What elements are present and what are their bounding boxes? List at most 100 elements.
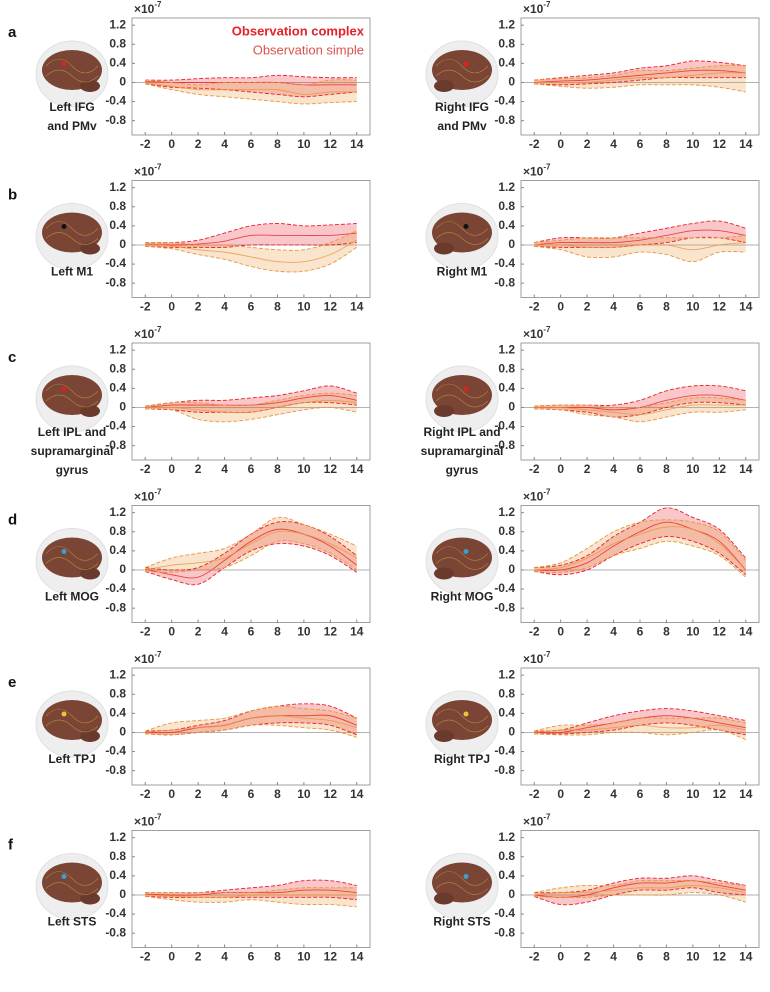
- y-tick-label: 0.8: [109, 199, 126, 213]
- y-tick-label: 0.8: [498, 199, 515, 213]
- x-tick-label: 14: [350, 462, 364, 476]
- cerebellum: [434, 730, 454, 742]
- y-tick-label: 0.8: [498, 361, 515, 375]
- x-tick-label: 2: [584, 787, 591, 801]
- y-tick-label: 0: [508, 75, 515, 89]
- y-tick-label: -0.8: [494, 438, 515, 452]
- brain: [432, 700, 492, 740]
- x-tick-label: 0: [557, 462, 564, 476]
- y-tick-label: -0.8: [105, 925, 126, 939]
- band-edge: [534, 536, 747, 576]
- brain: [432, 537, 492, 578]
- x-tick-label: 14: [350, 300, 364, 314]
- x-tick-label: 12: [713, 787, 727, 801]
- x-tick-label: 14: [350, 950, 364, 964]
- x-tick-label: 6: [248, 137, 255, 151]
- confidence-band: [145, 393, 357, 422]
- multiplier-exponent: -7: [154, 163, 162, 172]
- region-label: Left TPJ: [48, 752, 95, 766]
- x-tick-label: 0: [557, 787, 564, 801]
- x-tick-label: 6: [248, 950, 255, 964]
- x-tick-label: 4: [610, 625, 617, 639]
- y-tick-label: 0.4: [498, 381, 515, 395]
- brain-mesh: [45, 221, 99, 245]
- confidence-band: [534, 397, 746, 422]
- x-tick-label: 8: [663, 462, 670, 476]
- x-tick-label: 6: [248, 462, 255, 476]
- brain: [42, 537, 102, 578]
- y-tick-label: 1.2: [109, 505, 126, 519]
- x-tick-label: 2: [195, 137, 202, 151]
- y-tick-label: -0.4: [494, 256, 515, 270]
- multiplier-base: ×10: [134, 165, 155, 179]
- roi-marker: [61, 61, 67, 67]
- band-edge: [534, 708, 746, 732]
- confidence-band: [145, 79, 357, 104]
- x-tick-label: 10: [297, 625, 311, 639]
- x-tick-label: -2: [529, 787, 540, 801]
- x-tick-label: 14: [350, 787, 364, 801]
- y-tick-label: 0.4: [498, 218, 515, 232]
- x-tick-label: 10: [297, 462, 311, 476]
- y-multiplier: ×10-7: [134, 488, 162, 504]
- brain: [42, 862, 102, 903]
- plot-content: [132, 223, 370, 273]
- cerebellum: [434, 567, 454, 580]
- y-tick-label: 0: [119, 887, 126, 901]
- multiplier-base: ×10: [523, 652, 544, 666]
- mean-line: [534, 72, 746, 84]
- y-tick-label: 0.8: [498, 686, 515, 700]
- plot-area: [131, 667, 371, 786]
- cerebellum: [80, 80, 100, 92]
- brain-mesh: [435, 708, 489, 733]
- roi-marker: [61, 874, 67, 879]
- multiplier-exponent: -7: [543, 163, 551, 172]
- band-edge: [534, 540, 747, 578]
- roi-marker: [61, 549, 67, 554]
- mean-line: [534, 229, 746, 246]
- plot-content: [521, 220, 759, 263]
- roi-marker: [61, 224, 67, 229]
- x-tick-label: -2: [140, 625, 151, 639]
- x-tick-label: 4: [610, 300, 617, 314]
- band-edge: [145, 705, 357, 732]
- region-label: Left STS: [48, 915, 97, 929]
- multiplier-exponent: -7: [154, 650, 162, 659]
- y-tick-label: 0.8: [109, 849, 126, 863]
- panel-letter: c: [8, 349, 16, 366]
- y-multiplier: ×10-7: [134, 163, 162, 179]
- band-edge: [534, 729, 746, 741]
- y-tick-label: -0.4: [105, 581, 126, 595]
- roi-marker: [61, 386, 67, 392]
- cerebellum: [80, 242, 100, 255]
- y-tick-label: -0.8: [494, 113, 515, 127]
- band-edge: [534, 234, 746, 244]
- mean-line: [534, 242, 746, 251]
- region-label: Left MOG: [45, 590, 99, 604]
- band-edge: [145, 245, 358, 273]
- brain-mesh: [435, 383, 489, 408]
- y-tick-label: 0.4: [109, 56, 126, 70]
- cerebellum: [434, 80, 454, 92]
- x-tick-label: 4: [610, 950, 617, 964]
- x-tick-label: 2: [584, 300, 591, 314]
- mean-line: [534, 69, 746, 83]
- brain-mesh: [45, 546, 99, 570]
- x-tick-label: 14: [739, 950, 753, 964]
- panel-letter: e: [8, 674, 16, 691]
- legend-entry: Observation complex: [232, 23, 365, 38]
- y-tick-label: -0.8: [494, 275, 515, 289]
- panel-letter: d: [8, 511, 17, 528]
- x-tick-label: 8: [663, 137, 670, 151]
- confidence-band: [534, 717, 746, 740]
- plot-content: [132, 879, 370, 908]
- x-tick-label: -2: [140, 950, 151, 964]
- x-tick-label: 2: [195, 950, 202, 964]
- region-label: and PMv: [437, 119, 487, 133]
- x-tick-label: 12: [713, 950, 727, 964]
- y-multiplier: ×10-7: [134, 325, 162, 341]
- x-tick-label: 6: [637, 787, 644, 801]
- x-tick-label: 6: [248, 625, 255, 639]
- confidence-band: [145, 75, 357, 97]
- x-tick-label: 2: [195, 300, 202, 314]
